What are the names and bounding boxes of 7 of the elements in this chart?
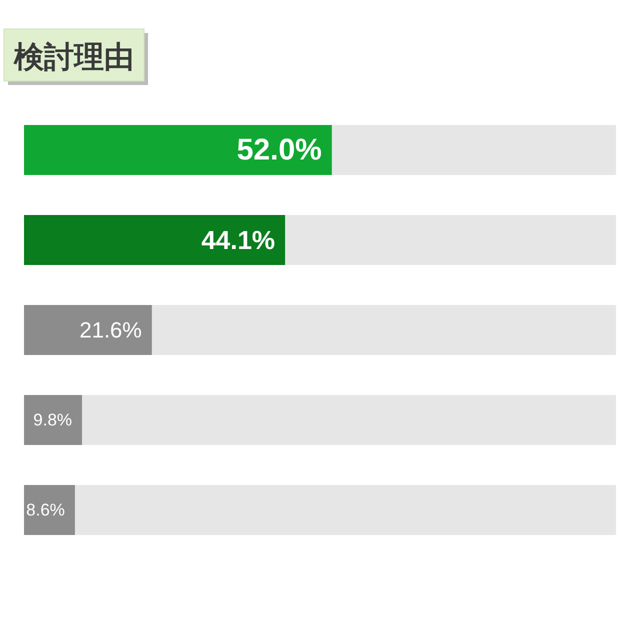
data-label: 21.6% [79, 318, 142, 342]
data-label: 52.0% [236, 134, 322, 166]
data-label: 9.8% [33, 410, 72, 430]
chart-title: 検討理由 [13, 41, 134, 74]
title: 検討理由 [4, 28, 148, 85]
data-label: 8.6% [26, 500, 65, 520]
data-label: 44.1% [201, 225, 276, 255]
